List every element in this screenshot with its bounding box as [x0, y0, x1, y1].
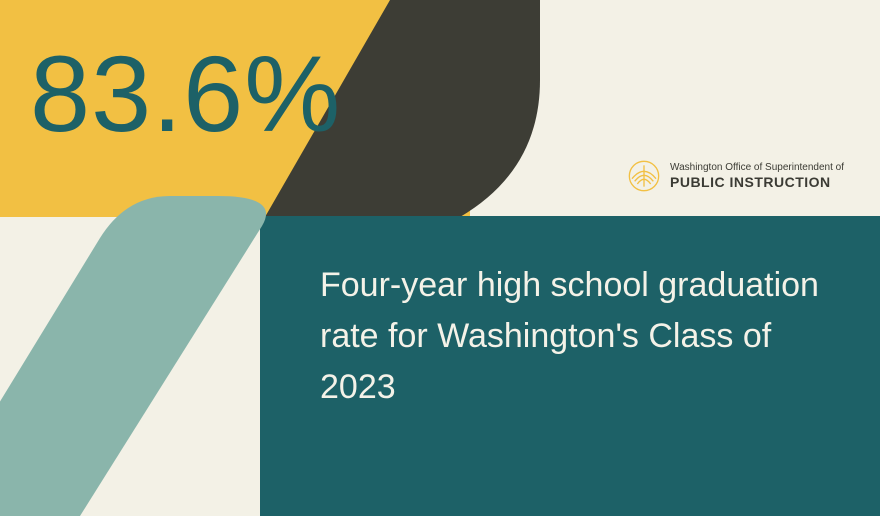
logo-icon [628, 160, 660, 192]
infographic-stage: 83.6% Four-year high school graduation r… [0, 0, 880, 516]
subhead-text: Four-year high school graduation rate fo… [320, 260, 832, 413]
light-teal-path [0, 196, 266, 516]
logo-text: Washington Office of Superintendent of P… [670, 162, 844, 190]
logo-line2: PUBLIC INSTRUCTION [670, 174, 844, 190]
logo-block: Washington Office of Superintendent of P… [628, 160, 844, 192]
logo-line1: Washington Office of Superintendent of [670, 162, 844, 174]
headline-percent: 83.6% [30, 40, 341, 148]
